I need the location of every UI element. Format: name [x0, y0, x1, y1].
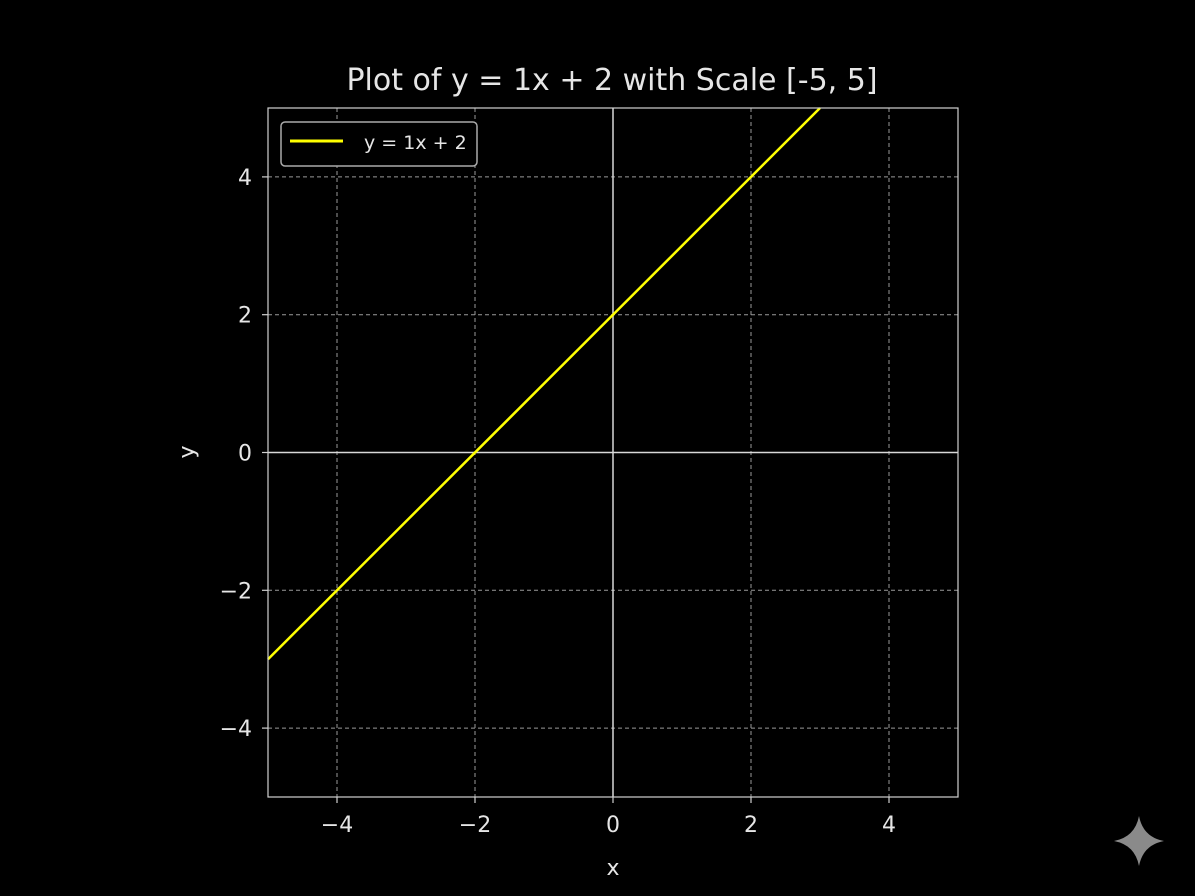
- y-tick-label: −2: [220, 579, 252, 604]
- x-tick-label: −4: [321, 813, 353, 838]
- x-tick-label: 2: [744, 813, 758, 838]
- sparkle-icon: [1114, 816, 1164, 866]
- y-axis-label: y: [175, 445, 200, 458]
- ticks: −4 −2 0 2 4 −4 −2 0 2 4: [220, 166, 896, 838]
- plot-frame: [267, 107, 959, 798]
- y-tick-label: 4: [238, 166, 252, 191]
- x-axis-label: x: [606, 856, 619, 881]
- x-tick-label: −2: [459, 813, 491, 838]
- y-tick-label: 0: [238, 442, 252, 467]
- legend: y = 1x + 2: [280, 121, 478, 167]
- legend-label: y = 1x + 2: [364, 132, 467, 154]
- chart-title: Plot of y = 1x + 2 with Scale [-5, 5]: [346, 63, 877, 98]
- y-tick-label: −4: [220, 717, 252, 742]
- y-tick-label: 2: [238, 304, 252, 329]
- grid: [268, 108, 958, 797]
- x-tick-label: 0: [606, 813, 620, 838]
- series: [267, 107, 821, 661]
- x-tick-label: 4: [882, 813, 896, 838]
- series-line: [267, 107, 821, 661]
- legend-box: [280, 121, 478, 167]
